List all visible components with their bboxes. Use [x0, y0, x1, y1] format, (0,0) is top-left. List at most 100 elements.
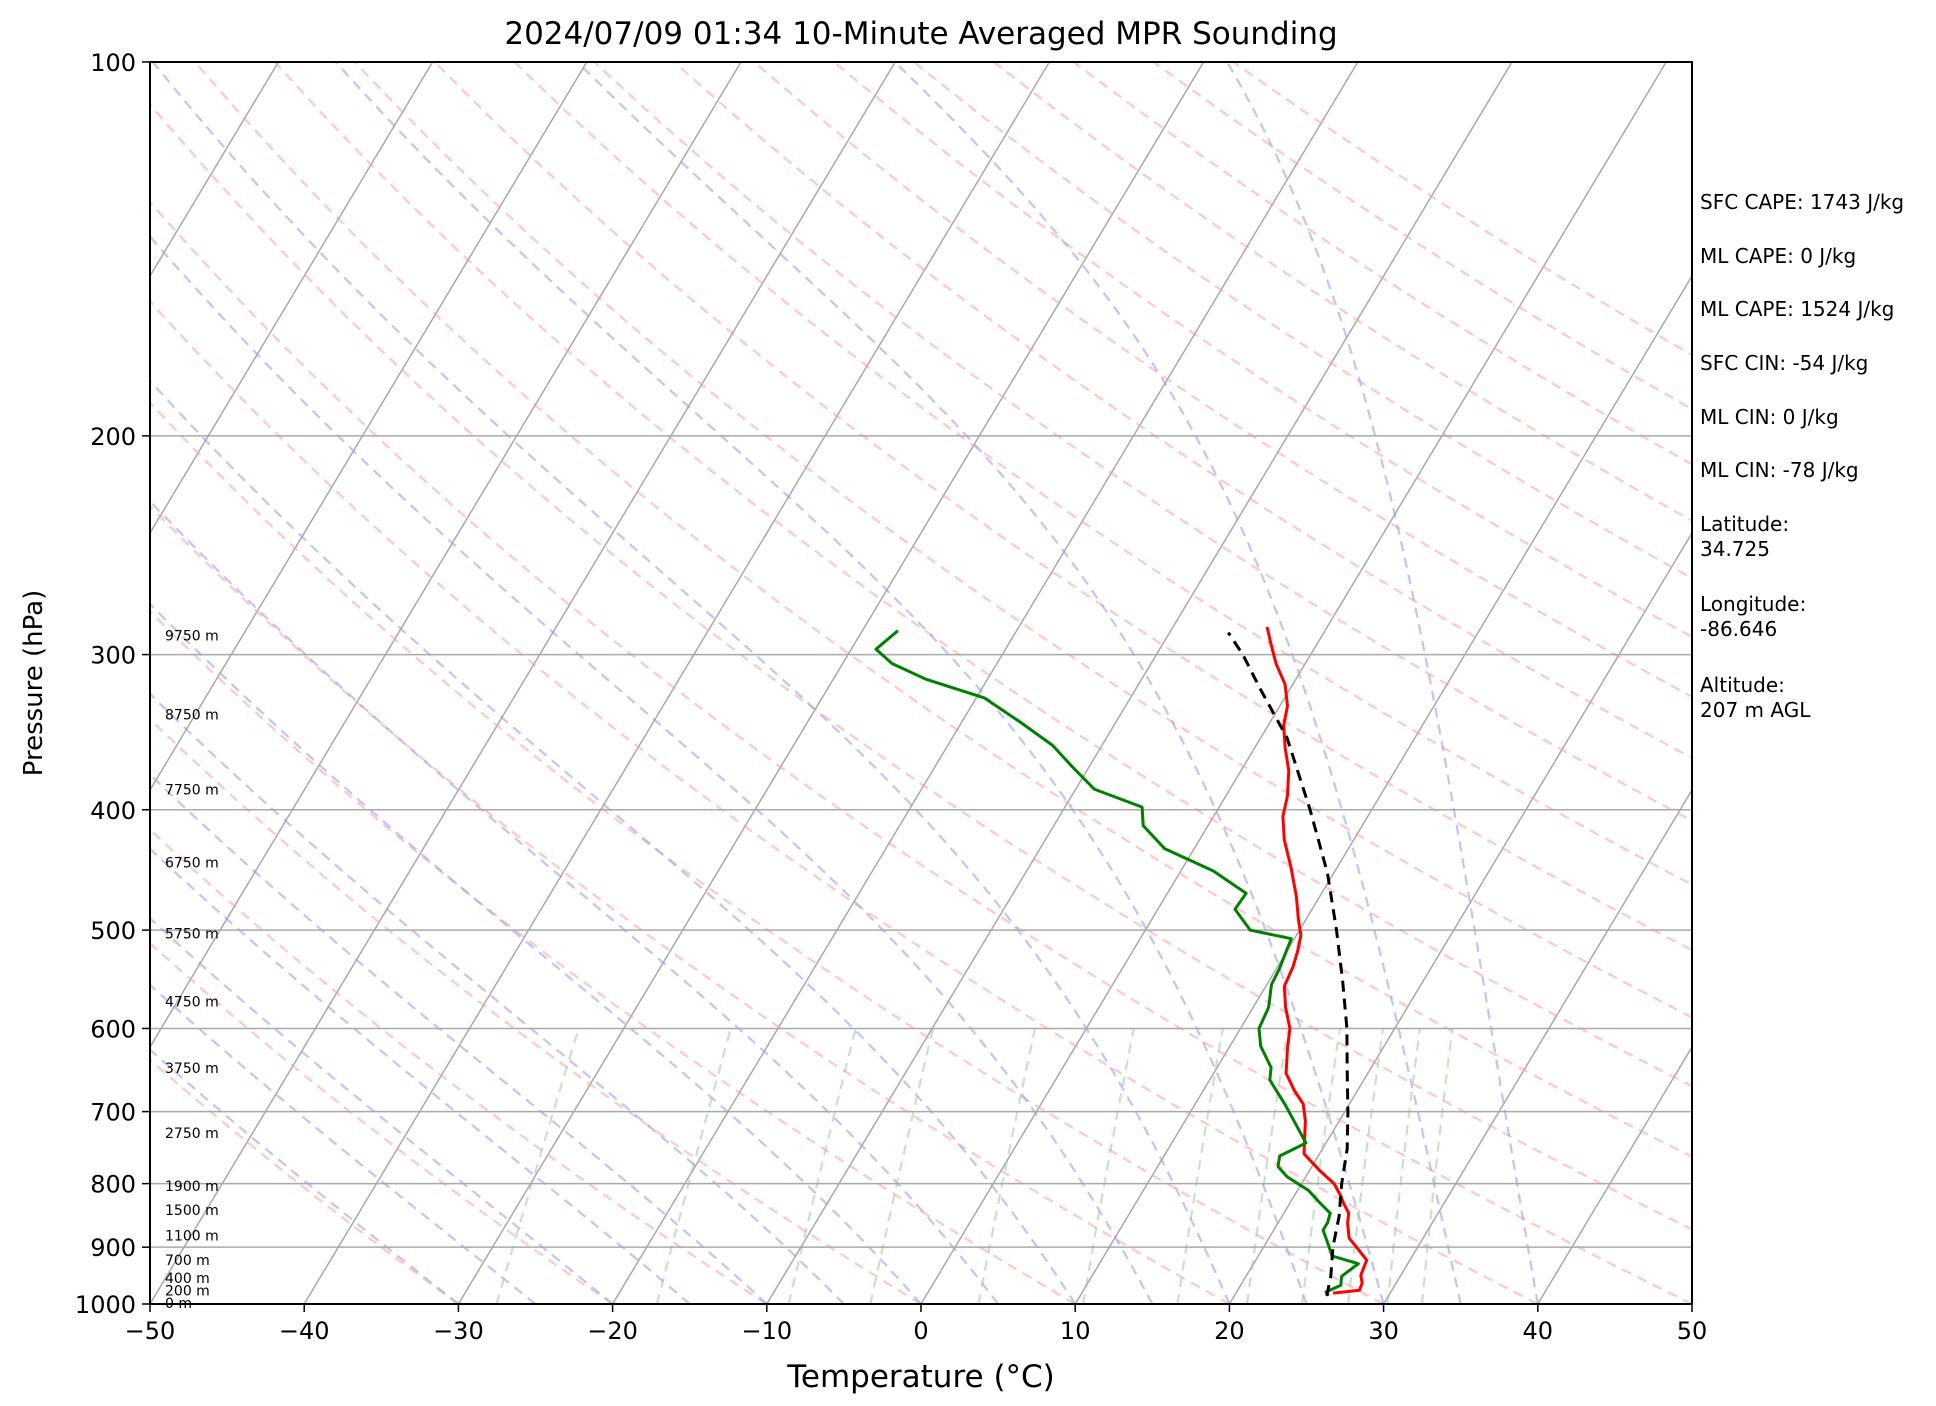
moist-adiabat-line [150, 1048, 460, 1304]
x-tick-label: 10 [1060, 1317, 1091, 1345]
moist-adiabat-line [576, 62, 1385, 1304]
ml-cape-text-2: ML CAPE: 1524 J/kg [1700, 297, 1895, 321]
moist-adiabat-line [1226, 62, 1539, 1304]
x-tick-label: −50 [125, 1317, 176, 1345]
x-tick-label: 30 [1368, 1317, 1399, 1345]
mixing-ratio-line [655, 1028, 732, 1304]
y-tick-label: 800 [90, 1171, 136, 1199]
dry-adiabat-line [913, 62, 1692, 580]
mixing-ratio-line [869, 1028, 935, 1304]
x-axis-ticks: −50 −40 −30 −20 −10 0 10 20 30 40 50 [125, 1304, 1708, 1345]
x-tick-label: −40 [279, 1317, 330, 1345]
isotherm-line [150, 62, 742, 1049]
dry-adiabat-line [194, 62, 1692, 1159]
moist-adiabat-line [150, 692, 845, 1304]
isotherm-line [1537, 1045, 1692, 1304]
background-grid [150, 62, 1692, 1304]
y-tick-label: 900 [90, 1234, 136, 1262]
dewpoint-series-line [874, 629, 1360, 1297]
height-label: 400 m [165, 1271, 210, 1287]
chart-title: 2024/07/09 01:34 10-Minute Averaged MPR … [504, 16, 1337, 52]
longitude-text: Longitude: -86.646 [1700, 592, 1807, 641]
isotherm-line [457, 62, 1205, 1304]
mixing-ratio-line [1082, 1028, 1135, 1304]
dry-adiabat-line [150, 609, 1076, 1304]
moist-adiabat-line [334, 62, 1308, 1304]
temperature-series-line [1265, 626, 1369, 1295]
height-label: 700 m [165, 1253, 210, 1269]
dry-adiabat-line [353, 62, 1692, 1019]
mixing-ratio-line [495, 1028, 580, 1304]
dry-adiabat-line [150, 200, 1692, 1304]
height-label: 2750 m [165, 1126, 219, 1142]
y-tick-label: 700 [90, 1099, 136, 1127]
moist-adiabat-line [150, 916, 614, 1304]
moist-adiabat-line [150, 983, 537, 1304]
pressure-gridlines [150, 435, 1692, 1248]
moist-adiabat-line [150, 234, 1154, 1304]
moist-adiabat-line [150, 602, 922, 1304]
y-axis-label: Pressure (hPa) [19, 590, 49, 777]
y-tick-label: 1000 [75, 1291, 136, 1319]
height-label: 1500 m [165, 1203, 219, 1219]
ml-cin-text-2: ML CIN: -78 J/kg [1700, 458, 1859, 482]
mixing-ratio-line [1386, 1028, 1421, 1304]
height-label: 1100 m [165, 1228, 219, 1244]
mixing-ratio-line [1301, 1028, 1341, 1304]
x-tick-label: 50 [1677, 1317, 1708, 1345]
y-tick-label: 100 [90, 49, 136, 77]
ml-cin-text: ML CIN: 0 J/kg [1700, 405, 1839, 429]
dry-adiabat-line [273, 62, 1692, 1088]
altitude-text: Altitude: 207 m AGL [1700, 673, 1811, 722]
moist-adiabat-line [152, 62, 1231, 1304]
sfc-cin-text: SFC CIN: -54 J/kg [1700, 351, 1869, 375]
x-tick-label: 0 [913, 1317, 928, 1345]
mixing-ratio-line [977, 1028, 1037, 1304]
x-tick-label: 40 [1523, 1317, 1554, 1345]
height-label: 8750 m [165, 708, 219, 724]
dry-adiabat-line [150, 299, 1539, 1304]
ml-cape-text: ML CAPE: 0 J/kg [1700, 244, 1857, 268]
sfc-cape-text: SFC CAPE: 1743 J/kg [1700, 190, 1905, 214]
moist-adiabat-line [894, 62, 1462, 1304]
moist-adiabat-line [150, 773, 768, 1304]
x-tick-label: −20 [587, 1317, 638, 1345]
height-label: 3750 m [165, 1061, 219, 1077]
isotherm-line [150, 62, 434, 535]
isotherm-line [766, 62, 1513, 1304]
dry-adiabat-line [150, 717, 922, 1304]
moist-adiabat-line [150, 847, 691, 1304]
dry-adiabat-line [150, 941, 614, 1304]
dry-adiabat-line [150, 102, 1692, 1231]
height-label: 7750 m [165, 783, 219, 799]
isotherm-line [1228, 531, 1692, 1304]
isotherm-line [150, 62, 896, 1304]
height-label: 200 m [165, 1283, 210, 1299]
height-label: 9750 m [165, 628, 219, 644]
x-tick-label: −10 [741, 1317, 792, 1345]
isotherm-line [1382, 788, 1692, 1304]
x-axis-label: Temperature (°C) [786, 1359, 1055, 1395]
y-tick-label: 500 [90, 917, 136, 945]
isotherm-line [303, 62, 1051, 1304]
isotherm-line [1074, 274, 1692, 1304]
height-label: 0 m [165, 1296, 192, 1312]
mixing-ratio-line [1420, 1028, 1454, 1304]
height-label: 6750 m [165, 856, 219, 872]
height-label: 5750 m [165, 926, 219, 942]
y-tick-label: 400 [90, 797, 136, 825]
isotherm-line [150, 62, 280, 278]
height-label: 4750 m [165, 995, 219, 1011]
moist-adiabat-line [150, 499, 999, 1304]
y-axis-ticks: 1000 900 800 700 600 500 400 300 200 100 [75, 49, 150, 1319]
height-label: 1900 m [165, 1179, 219, 1195]
y-tick-label: 300 [90, 642, 136, 670]
dry-adiabat-line [433, 62, 1692, 952]
y-tick-label: 200 [90, 423, 136, 451]
dry-adiabat-line [673, 62, 1692, 760]
isotherm-line [611, 62, 1359, 1304]
sounding-traces [874, 626, 1369, 1297]
x-tick-label: −30 [433, 1317, 484, 1345]
